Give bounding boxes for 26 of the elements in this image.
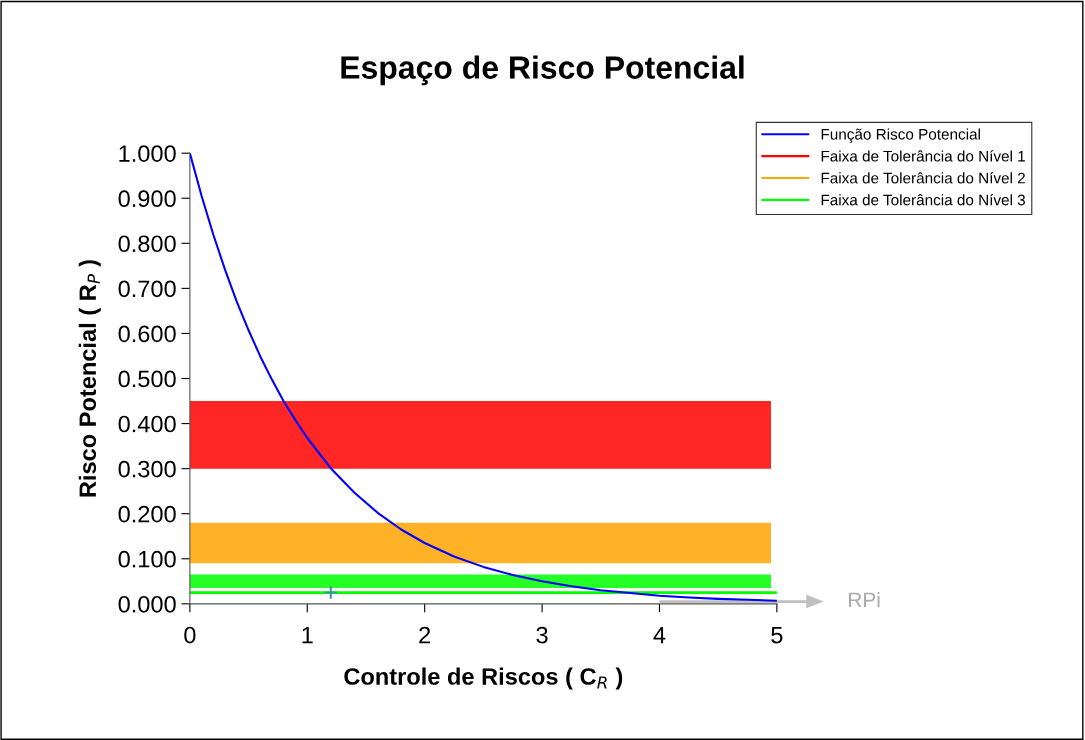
x-axis-title: Controle de Riscos ( C$_{R}$ ) bbox=[344, 667, 623, 690]
y-tick-label: 0.200 bbox=[118, 505, 176, 523]
chart-title: Espaço de Risco Potencial bbox=[341, 55, 744, 86]
text: RPi bbox=[849, 591, 880, 607]
x-tick-label: 2 bbox=[419, 626, 431, 644]
y-tick-label: 0.500 bbox=[118, 370, 176, 388]
y-tick-label: 0.800 bbox=[118, 235, 176, 253]
y-tick-label: 0.700 bbox=[118, 280, 176, 298]
legend-label: Função Risco Potencial bbox=[821, 128, 980, 143]
x-tick-label: 0 bbox=[184, 626, 196, 644]
line-series bbox=[189, 153, 777, 602]
legend-label: Faixa de Tolerância do Nível 2 bbox=[821, 172, 1025, 184]
y-axis-title: Risco Potencial ( R$_{P}$ ) bbox=[78, 260, 101, 497]
y-tick-label: 1.000 bbox=[119, 145, 176, 162]
x-tick-label: 5 bbox=[771, 626, 783, 644]
y-tick-label: 0.600 bbox=[118, 325, 176, 343]
y-tick-label: 0.900 bbox=[118, 190, 176, 208]
y-tick-label: 0.100 bbox=[118, 550, 176, 568]
legend-label: Faixa de Tolerância do Nível 3 bbox=[821, 193, 1026, 206]
y-tick-label: 0.400 bbox=[118, 415, 176, 433]
x-tick-label: 3 bbox=[536, 626, 548, 644]
legend-label: Faixa de Tolerância do Nível 1 bbox=[821, 150, 1025, 162]
y-tick-label: 0.300 bbox=[118, 460, 176, 478]
y-tick-label: 0.000 bbox=[118, 595, 176, 613]
x-tick-label: 4 bbox=[653, 626, 666, 644]
x-tick-label: 1 bbox=[302, 626, 313, 644]
